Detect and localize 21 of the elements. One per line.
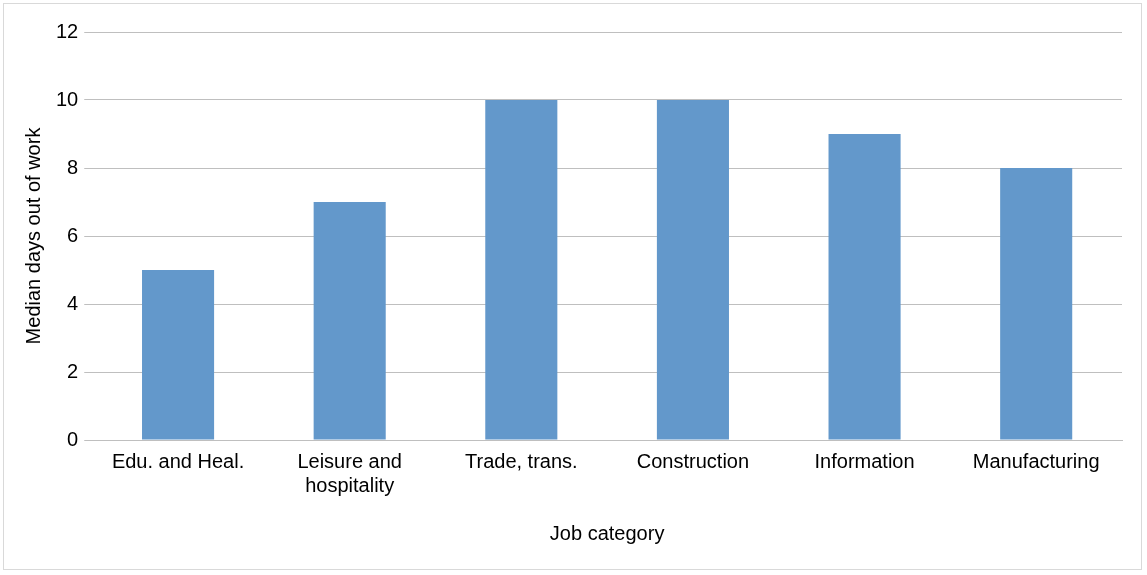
- y-axis-title: Median days out of work: [21, 126, 44, 345]
- y-tick-label: 10: [56, 87, 79, 110]
- bar: [656, 100, 729, 440]
- x-axis-title: Job category: [549, 521, 665, 544]
- y-tick-label: 4: [67, 291, 79, 314]
- bar: [313, 202, 386, 440]
- bar: [1000, 168, 1073, 440]
- x-tick-label: Trade, trans.: [464, 449, 578, 472]
- y-tick-label: 12: [56, 19, 79, 42]
- bar: [142, 270, 215, 440]
- y-tick-label: 0: [67, 427, 79, 450]
- y-tick-label: 2: [67, 359, 79, 382]
- y-tick-label: 6: [67, 223, 79, 246]
- x-tick-label: Information: [814, 449, 915, 472]
- x-tick-label: Leisure and hospitality: [297, 449, 402, 496]
- bar: [485, 100, 558, 440]
- x-tick-label: Manufacturing: [972, 449, 1100, 472]
- x-tick-label: Construction: [636, 449, 750, 472]
- bar: [828, 134, 901, 440]
- y-tick-label: 8: [67, 155, 79, 178]
- x-tick-label: Edu. and Heal.: [111, 449, 245, 472]
